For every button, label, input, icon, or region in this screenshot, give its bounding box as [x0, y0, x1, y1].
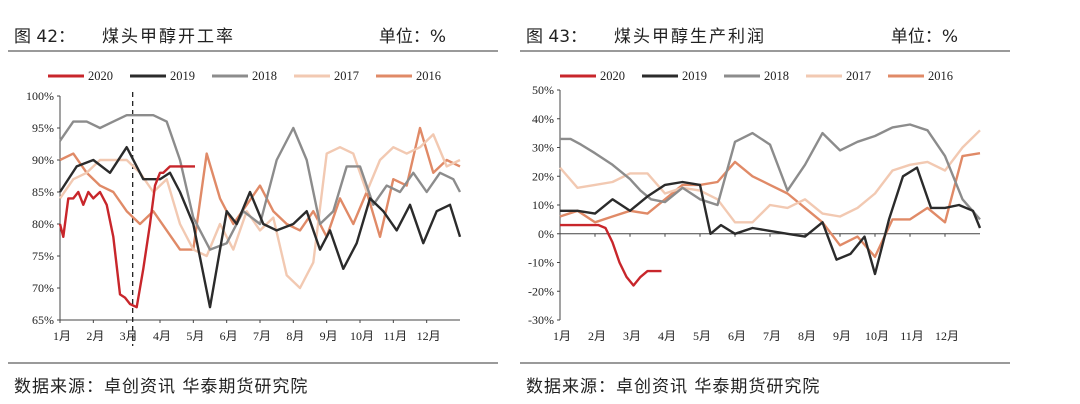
right-chart-panel: 图 43： 煤头甲醇生产利润 单位：% 2020 2019 2018 2017 2016… — [520, 0, 1010, 404]
x-tick-label: 10月 — [865, 329, 889, 343]
x-tick-label: 7月 — [763, 329, 781, 343]
chart-title: 煤头甲醇开工率 — [102, 27, 235, 47]
unit-label: 单位：% — [378, 27, 446, 47]
x-tick-label: 12月 — [417, 329, 441, 343]
x-tick-label: 4月 — [658, 329, 676, 343]
x-tick-label: 2月 — [588, 329, 606, 343]
y-tick-label: 65% — [32, 313, 54, 327]
x-tick-label: 5月 — [693, 329, 711, 343]
x-tick-label: 4月 — [153, 329, 171, 343]
x-tick-label: 7月 — [253, 329, 271, 343]
legend-label-2020: 2020 — [88, 69, 113, 83]
footer-rule — [8, 362, 498, 364]
y-tick-label: 40% — [532, 112, 554, 126]
y-tick-label: 20% — [532, 169, 554, 183]
chart-header: 图 42： 煤头甲醇开工率 单位：% — [14, 22, 498, 48]
legend-label-2018: 2018 — [252, 69, 277, 83]
series-line-2018 — [59, 114, 462, 251]
x-tick-label: 11月 — [900, 329, 924, 343]
header-rule — [8, 50, 498, 52]
legend-label-2017: 2017 — [846, 69, 871, 83]
source-note: 数据来源：卓创资讯 华泰期货研究院 — [526, 377, 821, 397]
figure-number: 图 43： — [526, 27, 588, 47]
x-tick-label: 3月 — [120, 329, 138, 343]
x-tick-label: 6月 — [220, 329, 238, 343]
legend-label-2017: 2017 — [334, 69, 359, 83]
x-tick-label: 5月 — [186, 329, 204, 343]
series-line-2019 — [58, 145, 462, 309]
figure-number: 图 42： — [14, 27, 76, 47]
legend-label-2016: 2016 — [416, 69, 441, 83]
series-line-2017 — [59, 133, 461, 290]
x-tick-label: 2月 — [86, 329, 104, 343]
y-tick-label: -10% — [528, 256, 554, 270]
y-tick-label: 80% — [32, 217, 54, 231]
x-tick-label: 9月 — [833, 329, 851, 343]
y-tick-label: 30% — [532, 141, 554, 155]
left-chart-panel: 图 42： 煤头甲醇开工率 单位：% 2020 2019 2018 2017 2016 1… — [8, 0, 498, 404]
series-line-2020 — [560, 223, 662, 287]
series-line-2018 — [560, 123, 981, 221]
x-tick-label: 8月 — [286, 329, 304, 343]
y-tick-label: 70% — [32, 281, 54, 295]
production-profit-chart: 2020 2019 2018 2017 2016 50% 40% 30% 20% 10% 0% -10… — [528, 69, 982, 343]
y-tick-label: -30% — [528, 313, 554, 327]
y-tick-label: 10% — [532, 198, 554, 212]
x-tick-label: 11月 — [384, 329, 408, 343]
chart-title: 煤头甲醇生产利润 — [614, 27, 766, 47]
series-line-2016 — [59, 126, 461, 251]
x-tick-label: 12月 — [935, 329, 959, 343]
y-tick-label: -20% — [528, 284, 554, 298]
x-tick-label: 1月 — [53, 329, 71, 343]
y-tick-label: 85% — [32, 185, 54, 199]
source-note: 数据来源：卓创资讯 华泰期货研究院 — [14, 377, 309, 397]
x-tick-label: 8月 — [798, 329, 816, 343]
y-tick-label: 100% — [26, 89, 54, 103]
legend-label-2020: 2020 — [600, 69, 625, 83]
y-tick-label: 0% — [538, 227, 554, 241]
x-tick-label: 10月 — [350, 329, 374, 343]
x-tick-label: 1月 — [553, 329, 571, 343]
chart-header: 图 43： 煤头甲醇生产利润 单位：% — [526, 22, 1010, 48]
y-tick-label: 50% — [532, 83, 554, 97]
operating-rate-chart: 2020 2019 2018 2017 2016 100% 95% 90% 85% 80% 75% 7… — [26, 69, 462, 346]
footer-rule — [520, 362, 1010, 364]
y-tick-label: 75% — [32, 249, 54, 263]
series-line-2020 — [58, 165, 195, 309]
x-tick-label: 6月 — [728, 329, 746, 343]
y-tick-label: 90% — [32, 153, 54, 167]
legend-label-2018: 2018 — [764, 69, 789, 83]
legend-label-2016: 2016 — [928, 69, 953, 83]
x-tick-label: 3月 — [623, 329, 641, 343]
legend-label-2019: 2019 — [170, 69, 195, 83]
legend-label-2019: 2019 — [682, 69, 707, 83]
header-rule — [520, 50, 1010, 52]
x-tick-label: 9月 — [320, 329, 338, 343]
series-line-2017 — [559, 129, 981, 224]
series-line-2019 — [560, 166, 982, 276]
y-tick-label: 95% — [32, 121, 54, 135]
unit-label: 单位：% — [890, 27, 958, 47]
